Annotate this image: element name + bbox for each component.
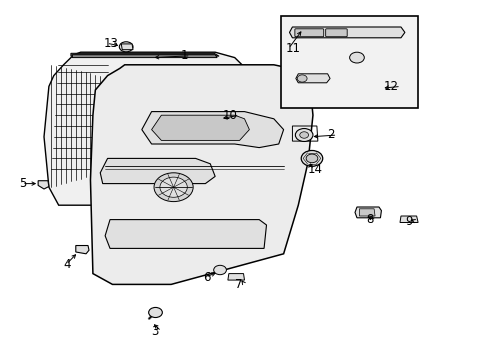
- Polygon shape: [76, 246, 89, 254]
- Circle shape: [119, 42, 133, 52]
- Polygon shape: [289, 27, 404, 38]
- Circle shape: [297, 75, 306, 82]
- Circle shape: [301, 150, 322, 166]
- Text: 1: 1: [181, 49, 188, 62]
- FancyBboxPatch shape: [125, 148, 135, 158]
- Circle shape: [111, 114, 142, 138]
- Text: 5: 5: [20, 177, 27, 190]
- FancyBboxPatch shape: [294, 29, 323, 37]
- Polygon shape: [90, 65, 312, 284]
- Text: 10: 10: [222, 109, 237, 122]
- Text: 3: 3: [151, 325, 159, 338]
- Polygon shape: [100, 158, 215, 184]
- Text: 6: 6: [203, 271, 210, 284]
- Text: 9: 9: [405, 215, 412, 228]
- Circle shape: [299, 132, 308, 138]
- Text: 2: 2: [327, 129, 334, 141]
- FancyBboxPatch shape: [98, 148, 107, 158]
- Polygon shape: [44, 52, 254, 205]
- Polygon shape: [151, 115, 249, 140]
- Bar: [281, 16, 417, 108]
- Circle shape: [148, 307, 162, 318]
- Polygon shape: [359, 209, 374, 216]
- Text: 8: 8: [366, 213, 373, 226]
- Text: 14: 14: [307, 163, 323, 176]
- Polygon shape: [185, 86, 220, 101]
- Polygon shape: [38, 181, 49, 189]
- FancyBboxPatch shape: [325, 29, 346, 37]
- Circle shape: [213, 265, 226, 275]
- Polygon shape: [72, 55, 217, 58]
- Circle shape: [154, 173, 193, 202]
- FancyBboxPatch shape: [111, 148, 121, 158]
- Polygon shape: [354, 207, 381, 218]
- Text: 12: 12: [383, 80, 398, 93]
- Circle shape: [121, 122, 133, 130]
- Polygon shape: [137, 88, 251, 130]
- Circle shape: [295, 129, 312, 141]
- Text: 11: 11: [285, 42, 301, 55]
- Polygon shape: [121, 44, 133, 50]
- Circle shape: [349, 52, 364, 63]
- Polygon shape: [142, 112, 283, 148]
- Circle shape: [103, 109, 150, 143]
- Text: 4: 4: [63, 258, 71, 271]
- Circle shape: [305, 154, 317, 163]
- Polygon shape: [295, 74, 329, 83]
- Polygon shape: [71, 53, 219, 56]
- Text: 7: 7: [234, 278, 242, 291]
- Polygon shape: [105, 220, 266, 248]
- Text: 13: 13: [104, 37, 119, 50]
- Circle shape: [160, 177, 187, 197]
- FancyBboxPatch shape: [139, 148, 148, 158]
- Polygon shape: [399, 216, 417, 222]
- Polygon shape: [227, 274, 244, 280]
